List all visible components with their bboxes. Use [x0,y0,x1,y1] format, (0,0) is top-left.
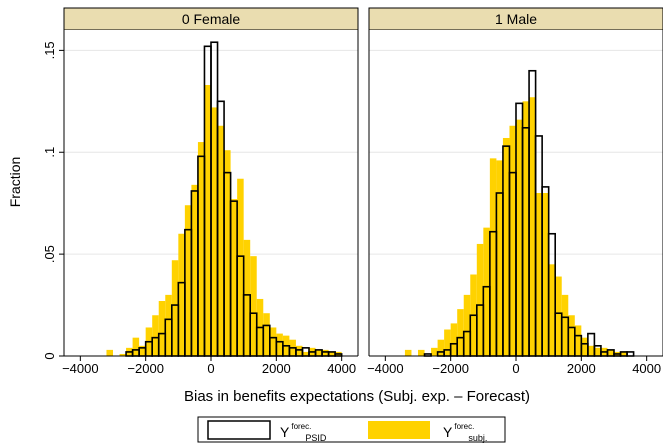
bar-subj [250,256,257,356]
bar-subj [276,333,283,356]
bar-subj [322,349,329,356]
bar-subj [437,339,445,356]
bar-subj [476,243,484,356]
bar-subj [243,239,251,356]
bar-subj [263,313,270,356]
x-tick-label: 2000 [567,361,596,376]
bar-subj [581,337,588,356]
bar-subj [119,353,127,356]
y-tick-label: .05 [42,245,57,263]
bar-subj [587,345,595,356]
bar-subj [450,323,458,356]
x-axis-title: Bias in benefits expectations (Subj. exp… [184,388,530,405]
bar-subj [522,101,530,356]
panels-layer: 0 Female −4000 −2000 0 2000 4000 0 .05 .1 .15 1 Ma… [42,7,663,376]
legend-label-subj-main: Y [443,424,453,440]
y-tick-label: .15 [42,41,57,59]
x-tick-label: 0 [207,361,214,376]
legend-label-subj-sup: forec. [454,422,474,431]
bar-subj [496,160,503,356]
x-tick-label: −2000 [432,361,469,376]
bar-subj [561,294,569,356]
bar-subj [191,184,198,356]
legend-label-psid-sub: PSID [305,433,327,443]
panel-title: 1 Male [495,11,537,27]
x-tick-label: −4000 [367,361,404,376]
bar-subj [489,158,497,356]
bar-subj [457,309,464,356]
x-tick-label: −2000 [127,361,164,376]
bar-subj [165,294,172,356]
legend-label-psid-main: Y [280,424,290,440]
bar-subj [139,345,146,356]
bar-subj [171,260,179,356]
panel-0: 0 Female −4000 −2000 0 2000 4000 0 .05 .1 .15 [42,7,359,376]
bar-subj [620,351,628,356]
y-axis-title: Fraction [7,157,23,208]
legend-swatch-subj [368,421,430,439]
bar-subj [548,264,556,356]
bar-subj [315,349,323,356]
x-tick-label: 2000 [262,361,291,376]
bar-subj [217,125,225,356]
x-tick-label: 4000 [327,361,356,376]
bar-subj [607,349,614,356]
bar-subj [509,125,516,356]
bar-subj [594,347,601,356]
bar-subj [444,329,451,356]
bar-subj [404,349,412,356]
bar-subj [483,227,490,356]
x-tick-label: 4000 [632,361,661,376]
bar-subj [302,351,309,356]
bar-subj [328,351,336,356]
bar-subj [224,150,231,356]
bar-subj [237,178,244,356]
bar-subj [502,137,510,356]
bar-subj [178,233,185,356]
bar-subj [197,142,205,356]
bar-subj [158,300,166,356]
bar-subj [529,97,536,357]
bar-subj [204,85,211,356]
bar-subj [555,276,562,356]
legend-swatch-psid [207,420,271,440]
bar-subj [269,327,277,356]
bar-subj [568,315,575,356]
bar-subj [463,294,471,356]
bar-subj [152,315,159,356]
bar-subj [230,199,238,356]
bar-subj [184,205,192,356]
bar-subj [211,107,218,356]
bar-subj [132,337,140,356]
x-tick-label: 0 [512,361,519,376]
bar-subj [574,325,582,356]
legend-label-subj-sub: subj. [468,433,487,443]
panel-1: 1 Male −4000 −2000 0 2000 4000 [367,7,663,376]
panel-title: 0 Female [182,11,241,27]
bar-subj [542,193,549,356]
y-tick-label: 0 [42,352,57,359]
bar-subj [295,345,303,356]
x-tick-label: −4000 [62,361,99,376]
bar-subj [418,349,425,356]
bar-subj [106,349,113,356]
bar-subj [535,193,543,356]
legend-label-psid-sup: forec. [291,422,311,431]
bar-subj [431,347,438,356]
y-tick-label: .1 [42,147,57,158]
bar-subj [516,119,523,357]
